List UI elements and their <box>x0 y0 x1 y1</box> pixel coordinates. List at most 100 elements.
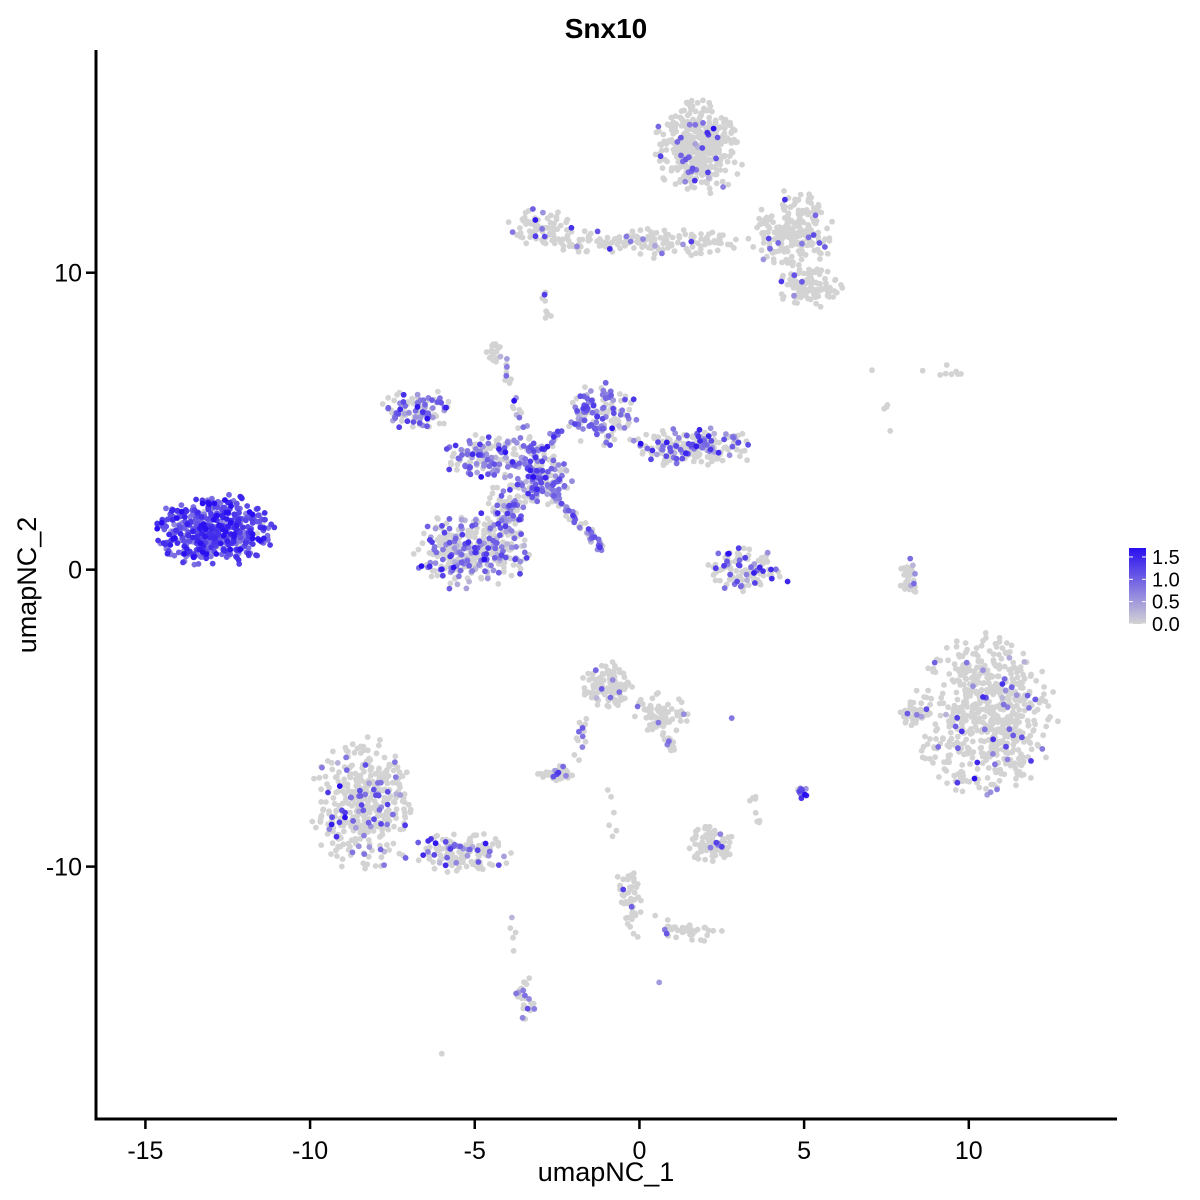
cell-point <box>923 706 930 713</box>
cell-point <box>726 452 733 459</box>
cell-point <box>200 521 207 528</box>
cell-point <box>219 512 225 519</box>
cell-point <box>720 850 727 857</box>
cell-point <box>994 786 1000 793</box>
cell-point <box>589 397 595 404</box>
cell-point <box>404 418 411 425</box>
cell-point <box>694 128 701 134</box>
cell-point <box>571 752 578 758</box>
cell-point <box>800 219 807 226</box>
cell-point <box>431 567 438 574</box>
cell-point <box>701 105 707 112</box>
cell-point <box>429 405 436 411</box>
cell-point <box>721 562 727 569</box>
cell-point <box>366 844 373 850</box>
cell-point <box>610 405 617 412</box>
cell-point <box>1003 650 1010 657</box>
cell-point <box>164 550 171 557</box>
cell-point <box>402 855 409 861</box>
cell-point <box>424 523 431 530</box>
cell-point <box>571 519 578 526</box>
cell-point <box>438 1050 445 1057</box>
cell-point <box>815 201 822 208</box>
cell-point <box>446 525 453 532</box>
cell-point <box>520 443 527 449</box>
cell-point <box>729 443 736 450</box>
cell-point <box>691 149 698 156</box>
cell-point <box>624 412 631 419</box>
cell-point <box>670 146 677 153</box>
cell-point <box>907 555 914 562</box>
cell-point <box>905 572 911 578</box>
cell-point <box>447 580 454 587</box>
cell-point <box>736 562 743 569</box>
cell-point <box>955 733 961 740</box>
cell-point <box>463 863 470 870</box>
cell-point <box>709 108 715 115</box>
cell-point <box>710 572 717 578</box>
cell-point <box>937 712 944 719</box>
cell-point <box>918 700 925 707</box>
cell-point <box>1017 684 1024 691</box>
cell-point <box>585 526 592 532</box>
cell-point <box>750 244 757 250</box>
cell-point <box>560 246 567 253</box>
cell-point <box>794 232 801 238</box>
cell-point <box>396 769 403 776</box>
cell-point <box>1038 697 1045 704</box>
cell-point <box>593 695 600 701</box>
cell-point <box>514 493 521 500</box>
cell-point <box>697 937 704 943</box>
cell-point <box>496 461 503 468</box>
cell-point <box>710 150 717 156</box>
cell-point <box>441 420 447 427</box>
cell-point <box>452 442 459 449</box>
cell-point <box>643 714 650 721</box>
cell-point <box>457 843 464 850</box>
cell-point <box>431 865 438 872</box>
cell-point <box>948 716 955 722</box>
cell-point <box>228 503 234 509</box>
cell-point <box>805 234 812 241</box>
x-axis-label: umapNC_1 <box>538 1157 675 1187</box>
cell-point <box>532 454 539 461</box>
cell-point <box>542 298 549 304</box>
cell-point <box>547 230 553 237</box>
cell-point <box>941 766 948 772</box>
cell-point <box>376 774 383 781</box>
cell-point <box>628 903 635 910</box>
chart-title: Snx10 <box>565 13 648 44</box>
cell-point <box>918 713 925 720</box>
cell-point <box>478 575 485 582</box>
cell-point <box>456 849 462 855</box>
cell-point <box>1003 749 1009 756</box>
cell-point <box>364 734 371 740</box>
cell-point <box>510 450 517 457</box>
cell-point <box>576 524 583 531</box>
cell-point <box>736 453 743 460</box>
cell-point <box>656 158 663 164</box>
cell-point <box>709 229 716 236</box>
cell-point <box>725 844 732 850</box>
cell-point <box>509 459 516 465</box>
cell-point <box>781 215 788 221</box>
cell-point <box>707 190 714 197</box>
cell-point <box>984 689 991 696</box>
cell-point <box>544 443 551 450</box>
cell-point <box>655 434 662 441</box>
cell-point <box>520 504 527 511</box>
cell-point <box>594 228 601 235</box>
cell-point <box>357 836 364 842</box>
cell-point <box>466 438 473 444</box>
cell-point <box>522 992 528 999</box>
cell-point <box>822 275 828 282</box>
cell-point <box>1015 755 1022 762</box>
cell-point <box>766 225 773 232</box>
cell-point <box>778 278 785 285</box>
cell-point <box>466 464 473 471</box>
cell-point <box>823 283 830 290</box>
cell-point <box>685 248 692 255</box>
cell-point <box>209 560 216 567</box>
cell-point <box>966 778 972 785</box>
cell-point <box>389 779 396 786</box>
